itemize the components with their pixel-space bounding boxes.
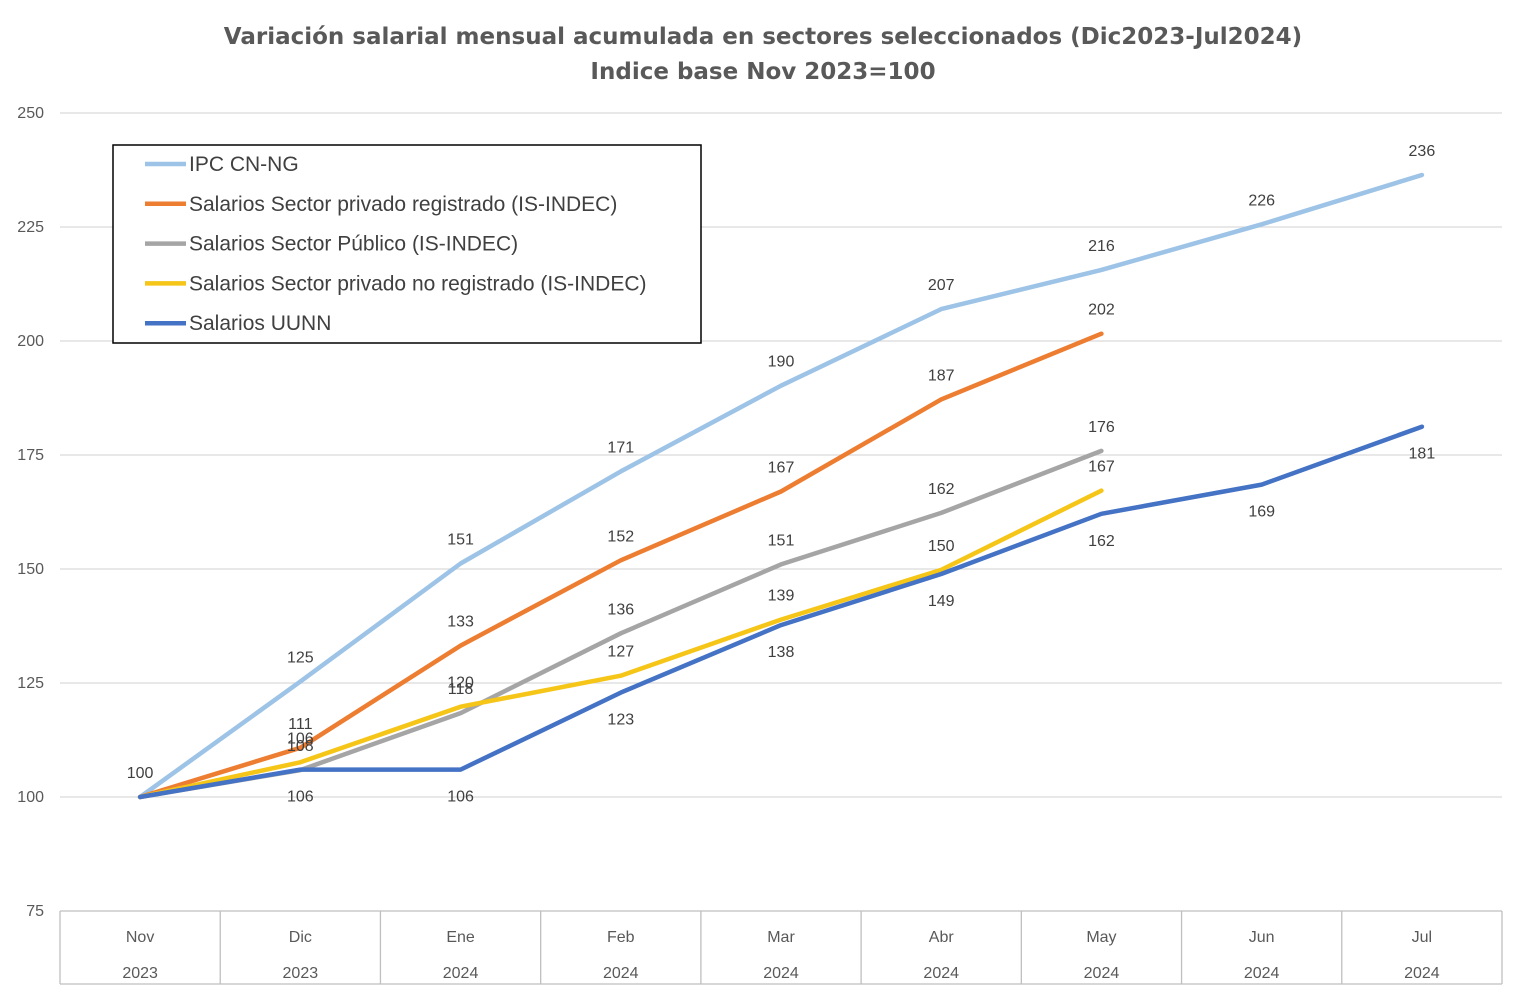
- data-label-s4-3: 123: [607, 712, 634, 729]
- data-labels: 100 125 151 171 190 207 216 226 236 111 133 152 167 1…: [127, 143, 1436, 806]
- data-label-s0-4: 190: [768, 354, 795, 371]
- data-label-s2-4: 151: [768, 532, 795, 549]
- data-label-s4-2: 106: [447, 789, 474, 806]
- x-tick-month-dic: Dic: [289, 929, 312, 946]
- x-tick-year: 2024: [443, 965, 479, 982]
- y-tick-label-100: 100: [17, 789, 44, 806]
- data-label-s2-2: 118: [448, 681, 474, 698]
- series-line-3: [137, 488, 1104, 800]
- y-tick-label-125: 125: [17, 675, 44, 692]
- data-label-s1-4: 167: [768, 459, 795, 476]
- x-tick-month-may: May: [1086, 929, 1116, 946]
- data-label-s3-5: 150: [928, 538, 955, 555]
- data-label-s3-3: 127: [607, 644, 634, 661]
- data-label-s4-4: 138: [768, 644, 795, 661]
- data-label-s1-2: 133: [447, 614, 474, 631]
- data-label-s2-1: 108: [287, 738, 314, 755]
- x-tick-year: 2024: [1244, 965, 1280, 982]
- data-label-s0-7: 226: [1248, 192, 1275, 209]
- y-tick-label-200: 200: [17, 333, 44, 350]
- data-label-s0-6: 216: [1088, 238, 1115, 255]
- x-tick-year: 2024: [603, 965, 639, 982]
- x-tick-year: 2024: [1084, 965, 1120, 982]
- chart-subtitle: Indice base Nov 2023=100: [590, 59, 935, 85]
- x-tick-month-mar: Mar: [767, 929, 795, 946]
- legend-label-1: Salarios Sector privado registrado (IS-I…: [189, 193, 617, 216]
- data-label-s3-4: 139: [768, 588, 795, 605]
- data-label-s3-1: 106: [287, 730, 314, 747]
- x-tick-year: 2024: [923, 965, 959, 982]
- legend-label-3: Salarios Sector privado no registrado (I…: [189, 272, 647, 295]
- legend-box: [112, 144, 702, 344]
- data-label-s0-3: 171: [607, 439, 634, 456]
- data-label-s4-8: 181: [1409, 446, 1436, 463]
- x-tick-month-jul: Jul: [1412, 929, 1432, 946]
- x-tick-month-abr: Abr: [929, 929, 955, 946]
- data-label-s0-8: 236: [1409, 143, 1436, 160]
- x-tick-month-nov: Nov: [126, 929, 154, 946]
- data-label-s4-6: 162: [1088, 533, 1115, 550]
- legend-label-0: IPC CN-NG: [189, 153, 299, 176]
- data-label-s0-2: 151: [447, 532, 474, 549]
- x-tick-month-jun: Jun: [1249, 929, 1275, 946]
- data-label-s1-1: 111: [288, 716, 312, 733]
- data-label-s3-6: 167: [1088, 459, 1115, 476]
- data-label-s0-1: 125: [287, 650, 314, 667]
- data-label-s4-7: 169: [1248, 504, 1275, 521]
- x-tick-month-feb: Feb: [607, 929, 635, 946]
- series-line-1: [137, 331, 1104, 800]
- chart-title: Variación salarial mensual acumulada en …: [224, 24, 1302, 50]
- x-tick-year: 2023: [283, 965, 319, 982]
- x-tick-month-ene: Ene: [446, 929, 475, 946]
- series-line-4: [137, 424, 1425, 800]
- legend-label-2: Salarios Sector Público (IS-INDEC): [189, 233, 518, 256]
- legend: IPC CN-NG Salarios Sector privado registr…: [112, 144, 702, 344]
- y-tick-label-250: 250: [17, 105, 44, 122]
- data-label-s4-1: 106: [287, 789, 314, 806]
- series-line-0: [137, 172, 1425, 800]
- data-label-s1-3: 152: [607, 528, 634, 545]
- axes: 75 100 125 150 175 200 225 250 Nov 2023 Dic 2023 Ene…: [17, 105, 1503, 985]
- y-tick-label-175: 175: [17, 447, 44, 464]
- x-tick-year: 2023: [122, 965, 158, 982]
- legend-label-4: Salarios UUNN: [189, 312, 331, 335]
- data-label-s2-6: 176: [1088, 419, 1115, 436]
- data-label-s4-5: 149: [928, 593, 955, 610]
- data-label-s2-3: 136: [607, 601, 634, 618]
- y-tick-label-225: 225: [17, 219, 44, 236]
- data-label-s3-2: 120: [447, 675, 474, 692]
- y-tick-label-75: 75: [26, 903, 44, 920]
- x-tick-year: 2024: [1404, 965, 1440, 982]
- series-lines: [137, 172, 1425, 800]
- data-label-s1-5: 187: [928, 367, 955, 384]
- data-label-s2-5: 162: [928, 481, 955, 498]
- x-tick-year: 2024: [763, 965, 799, 982]
- data-label-s0-5: 207: [928, 277, 955, 294]
- data-label-s1-6: 202: [1088, 302, 1115, 319]
- data-label-s0-0: 100: [127, 765, 154, 782]
- y-tick-label-150: 150: [17, 561, 44, 578]
